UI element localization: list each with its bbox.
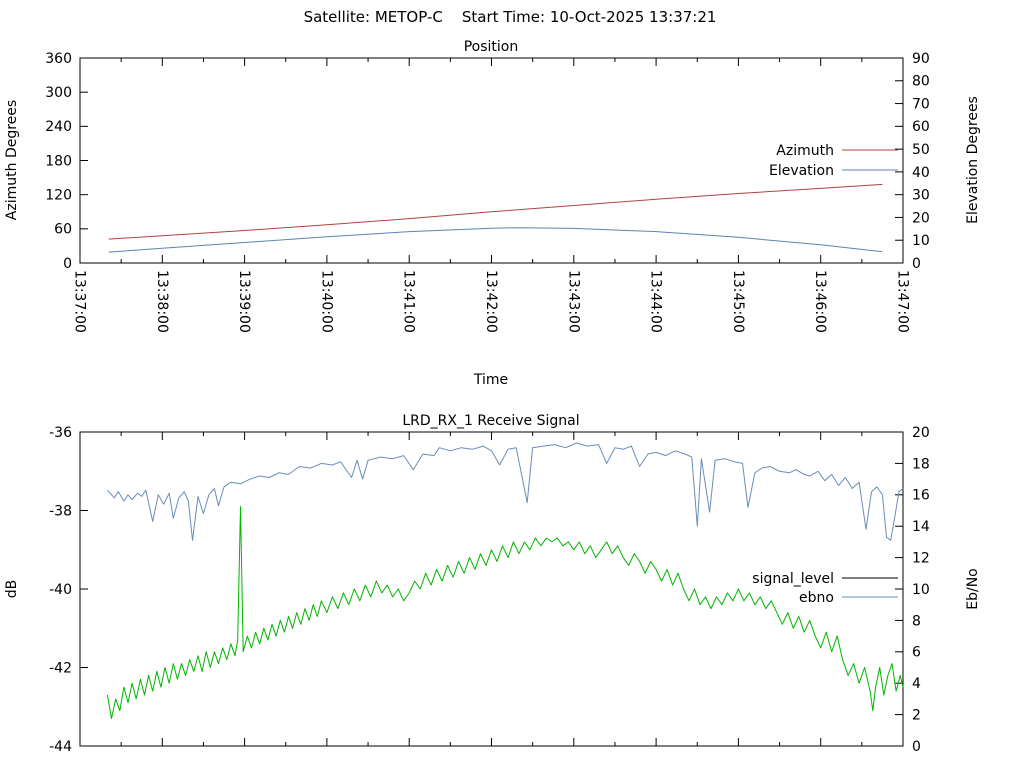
time-axis-label: Time [473, 372, 508, 388]
series-line-signal_level [106, 506, 904, 719]
x-tick-label: 13:38:00 [154, 270, 170, 333]
y-tick-label: 70 [912, 96, 930, 112]
x-tick-label: 13:44:00 [648, 270, 664, 333]
receive-signal-chart-title: LRD_RX_1 Receive Signal [402, 413, 579, 429]
y-tick-label: 8 [912, 613, 921, 629]
y-tick-label: 20 [912, 425, 930, 441]
y-tick-label: 50 [912, 142, 930, 158]
y-tick-label: 10 [912, 233, 930, 249]
y-tick-label: 20 [912, 210, 930, 226]
ebno-axis-label: Eb/No [965, 568, 981, 610]
receive-signal-plot-border [79, 431, 904, 747]
y-tick-label: -38 [49, 503, 72, 519]
y-tick-label: 6 [912, 645, 921, 661]
y-tick-label: 14 [912, 519, 930, 535]
x-tick-label: 13:41:00 [401, 270, 417, 333]
y-tick-label: 300 [45, 85, 72, 101]
y-tick-label: 40 [912, 165, 930, 181]
elevation-axis-label: Elevation Degrees [965, 96, 981, 224]
receive-signal-axes-ticks: -44 -42 -40 -38 -36 0 2 4 6 8 10 12 14 16 18 20 [49, 425, 930, 755]
y-tick-label: -40 [49, 582, 72, 598]
y-tick-label: -44 [49, 739, 72, 755]
position-series-lines [108, 183, 883, 253]
y-tick-label: 90 [912, 51, 930, 67]
y-tick-label: 120 [45, 188, 72, 204]
series-line-Azimuth [108, 183, 883, 240]
y-tick-label: -36 [49, 425, 72, 441]
y-tick-label: 12 [912, 551, 930, 567]
y-tick-label: 180 [45, 153, 72, 169]
series-line-ebno [107, 442, 904, 541]
y-tick-label: 60 [54, 222, 72, 238]
x-tick-label: 13:37:00 [72, 270, 88, 333]
receive-signal-chart: LRD_RX_1 Receive Signal -44 -42 -40 -38 -36 0… [4, 413, 981, 755]
x-tick-label: 13:39:00 [236, 270, 252, 333]
legend-label-elevation: Elevation [769, 163, 834, 179]
position-axes-ticks: 13:37:00 13:38:00 13:39:00 13:40:00 13:41:00… [45, 51, 930, 333]
y-tick-label: -42 [49, 660, 72, 676]
main-title: Satellite: METOP-C Start Time: 10-Oct-20… [304, 8, 717, 26]
y-tick-label: 80 [912, 74, 930, 90]
x-tick-label: 13:43:00 [565, 270, 581, 333]
x-tick-label: 13:47:00 [895, 270, 911, 333]
y-tick-label: 10 [912, 582, 930, 598]
db-axis-label: dB [4, 580, 20, 599]
y-tick-label: 18 [912, 456, 930, 472]
y-tick-label: 0 [912, 739, 921, 755]
y-tick-label: 60 [912, 119, 930, 135]
y-tick-label: 4 [912, 676, 921, 692]
series-line-Elevation [108, 227, 883, 253]
position-legend: Azimuth Elevation [769, 143, 898, 179]
receive-signal-legend: signal_level ebno [752, 571, 898, 606]
y-tick-label: 240 [45, 119, 72, 135]
legend-label-ebno: ebno [799, 590, 834, 606]
x-tick-label: 13:40:00 [318, 270, 334, 333]
legend-label-azimuth: Azimuth [776, 143, 834, 159]
y-tick-label: 2 [912, 708, 921, 724]
x-tick-label: 13:46:00 [812, 270, 828, 333]
y-tick-label: 0 [63, 256, 72, 272]
y-tick-label: 30 [912, 188, 930, 204]
x-tick-label: 13:42:00 [483, 270, 499, 333]
position-chart-title: Position [464, 39, 519, 55]
receive-signal-series-lines [106, 442, 904, 719]
x-tick-label: 13:45:00 [730, 270, 746, 333]
y-tick-label: 0 [912, 256, 921, 272]
position-plot-border [79, 57, 904, 264]
azimuth-axis-label: Azimuth Degrees [4, 100, 20, 220]
y-tick-label: 16 [912, 488, 930, 504]
position-chart: Position 13:37:00 13:38:00 13:39:00 13:40:0… [4, 39, 981, 388]
legend-label-signal-level: signal_level [752, 571, 834, 587]
y-tick-label: 360 [45, 51, 72, 67]
